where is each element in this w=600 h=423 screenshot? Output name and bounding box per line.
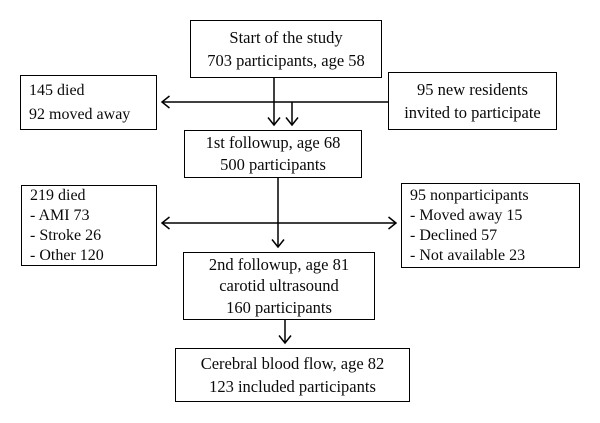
box-died-second-period: 219 died - AMI 73 - Stroke 26 - Other 12… (21, 185, 157, 266)
box-line: - Other 120 (30, 246, 104, 264)
box-line: Start of the study (229, 27, 343, 47)
box-line: 703 participants, age 58 (207, 51, 365, 70)
box-died-first-period: 145 died 92 moved away (20, 75, 157, 130)
box-line: 145 died (29, 81, 85, 99)
box-line: - Declined 57 (410, 226, 498, 244)
box-line: carotid ultrasound (219, 276, 339, 296)
box-line: 123 included participants (209, 377, 376, 396)
box-line: 2nd followup, age 81 (208, 254, 350, 274)
box-second-followup: 2nd followup, age 81 carotid ultrasound … (183, 252, 375, 320)
box-first-followup: 1st followup, age 68 500 participants (184, 130, 362, 178)
box-line: 1st followup, age 68 (205, 132, 341, 152)
box-line: Cerebral blood flow, age 82 (200, 353, 385, 373)
box-line: - Not available 23 (410, 246, 526, 264)
box-line: 160 participants (226, 297, 332, 317)
box-line: 95 new residents (417, 79, 528, 99)
box-line: 219 died (30, 186, 86, 204)
box-start-of-study: Start of the study 703 participants, age… (190, 20, 382, 78)
box-line: invited to participate (404, 103, 541, 122)
box-line: - Stroke 26 (30, 226, 102, 244)
box-line: 95 nonparticipants (410, 186, 529, 204)
box-line: - AMI 73 (30, 206, 90, 224)
box-line: 500 participants (220, 155, 326, 174)
box-line: 92 moved away (29, 105, 131, 123)
box-new-residents: 95 new residents invited to participate (388, 72, 557, 130)
box-nonparticipants: 95 nonparticipants - Moved away 15 - Dec… (401, 183, 580, 268)
box-cerebral-blood-flow: Cerebral blood flow, age 82 123 included… (175, 348, 410, 402)
box-line: - Moved away 15 (410, 206, 523, 224)
